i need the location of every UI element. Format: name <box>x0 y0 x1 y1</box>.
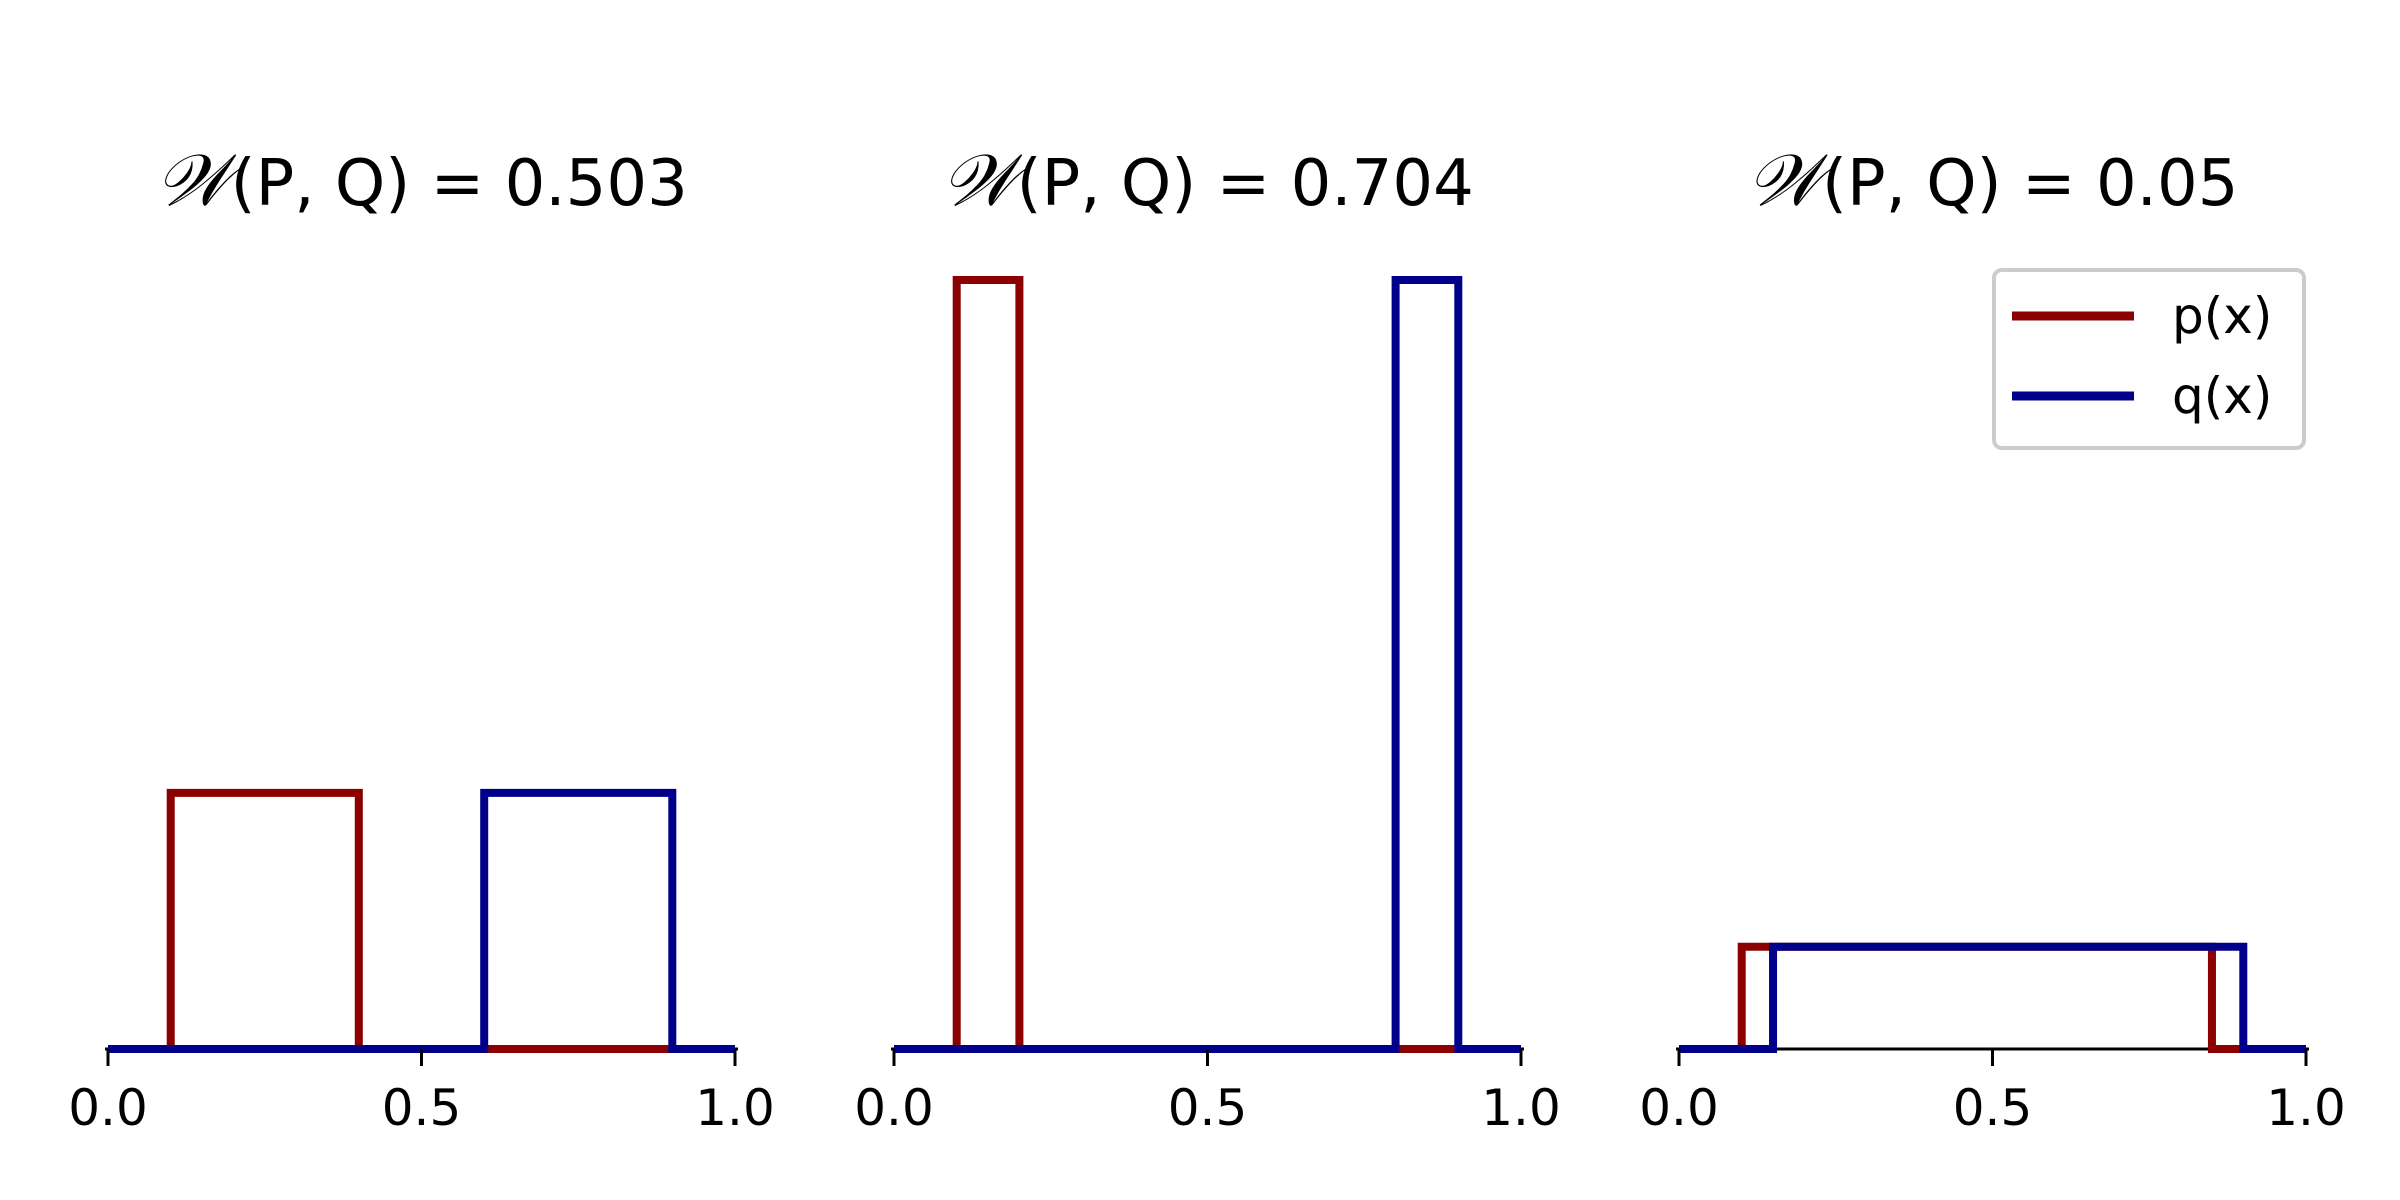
title-value: (P, Q) = 0.704 <box>1017 147 1474 221</box>
subplot-title: 𝒲(P, Q) = 0.05 <box>1747 138 2239 222</box>
subplot-1: 𝒲(P, Q) = 0.503 0.0 0.5 1.0 <box>68 138 775 1137</box>
title-value: (P, Q) = 0.05 <box>1822 147 2238 221</box>
title-value: (P, Q) = 0.503 <box>231 147 688 221</box>
legend: p(x) q(x) <box>1992 268 2306 450</box>
subplot-title: 𝒲(P, Q) = 0.503 <box>155 138 688 222</box>
series-line-q <box>894 276 1521 1053</box>
x-tick-label: 0.5 <box>1168 1079 1248 1137</box>
x-tick-label: 1.0 <box>1481 1079 1561 1137</box>
series-line-q <box>108 788 735 1053</box>
series-line-q <box>1679 942 2306 1053</box>
x-tick-label: 1.0 <box>2266 1079 2346 1137</box>
series-line-p <box>108 788 735 1053</box>
x-tick-label: 0.5 <box>1953 1079 2033 1137</box>
x-tick-label: 0.0 <box>68 1079 148 1137</box>
x-tick-label: 1.0 <box>695 1079 775 1137</box>
legend-label: p(x) <box>2172 287 2272 345</box>
legend-label: q(x) <box>2172 367 2272 425</box>
series-line-p <box>894 276 1521 1053</box>
subplot-3: 𝒲(P, Q) = 0.05 0.0 0.5 1.0 p(x) q(x) <box>1639 138 2346 1137</box>
subplot-2: 𝒲(P, Q) = 0.704 0.0 0.5 1.0 <box>854 138 1561 1137</box>
subplot-title: 𝒲(P, Q) = 0.704 <box>941 138 1474 222</box>
x-tick-label: 0.0 <box>1639 1079 1719 1137</box>
x-tick-label: 0.0 <box>854 1079 934 1137</box>
x-tick-label: 0.5 <box>382 1079 462 1137</box>
